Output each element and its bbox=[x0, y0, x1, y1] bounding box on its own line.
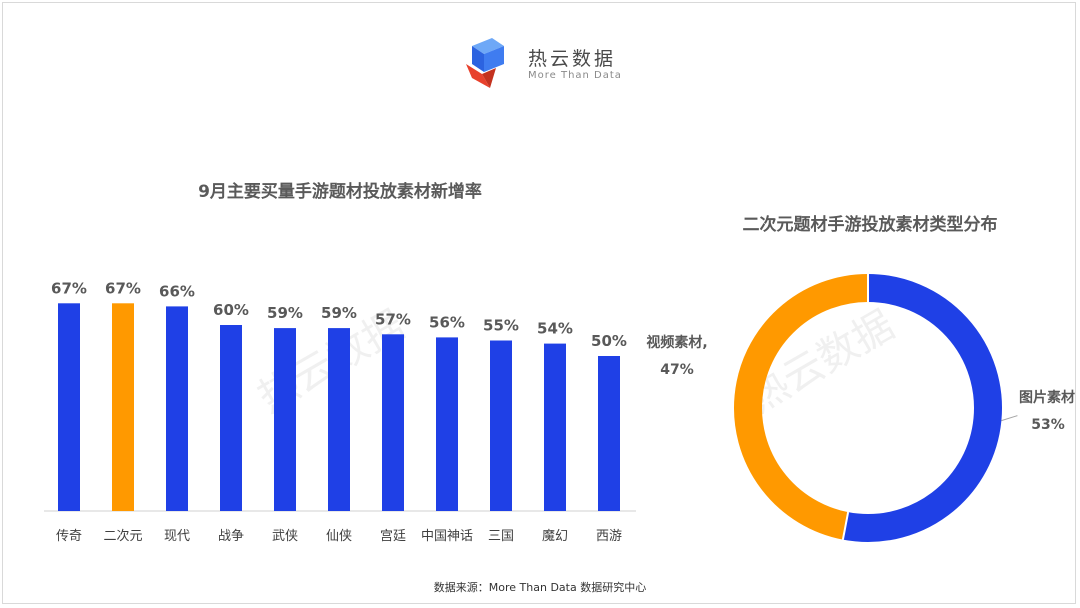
donut-slice-0 bbox=[842, 274, 1002, 542]
bar-9 bbox=[544, 343, 566, 511]
donut-pct-label-1: 47% bbox=[660, 362, 694, 378]
bar-value-label-1: 67% bbox=[105, 279, 141, 297]
x-tick-label-10: 西游 bbox=[596, 529, 622, 544]
bar-value-label-2: 66% bbox=[159, 282, 195, 300]
donut-chart-title: 二次元题材手游投放素材类型分布 bbox=[742, 215, 998, 235]
donut-slice-1 bbox=[734, 274, 869, 540]
bar-value-label-4: 59% bbox=[267, 304, 303, 322]
x-tick-label-8: 三国 bbox=[488, 529, 514, 544]
bar-chart-title: 9月主要买量手游题材投放素材新增率 bbox=[198, 182, 482, 202]
x-tick-label-3: 战争 bbox=[218, 529, 244, 544]
bar-0 bbox=[58, 303, 80, 511]
bar-value-label-8: 55% bbox=[483, 317, 519, 335]
bar-7 bbox=[436, 337, 458, 511]
x-tick-label-7: 中国神话 bbox=[421, 529, 473, 544]
brand-logo: 热云数据 More Than Data bbox=[462, 34, 662, 90]
bar-value-label-9: 54% bbox=[537, 320, 573, 338]
bar-5 bbox=[328, 328, 350, 511]
bar-8 bbox=[490, 340, 512, 511]
donut-label-0: 图片素材 bbox=[1019, 389, 1075, 406]
donut-leader-line-0 bbox=[1001, 415, 1018, 422]
x-tick-label-0: 传奇 bbox=[56, 528, 82, 544]
bar-value-label-7: 56% bbox=[429, 313, 465, 331]
bar-10 bbox=[598, 356, 620, 511]
bar-value-label-0: 67% bbox=[51, 279, 87, 297]
bar-3 bbox=[220, 325, 242, 511]
x-tick-label-9: 魔幻 bbox=[542, 529, 568, 544]
bar-2 bbox=[166, 306, 188, 511]
donut-pct-label-0: 53% bbox=[1031, 417, 1065, 433]
bar-value-label-3: 60% bbox=[213, 301, 249, 319]
bar-4 bbox=[274, 328, 296, 511]
x-tick-label-2: 现代 bbox=[164, 529, 190, 544]
bar-value-label-6: 57% bbox=[375, 310, 411, 328]
x-tick-label-4: 武侠 bbox=[272, 529, 298, 544]
x-tick-label-6: 宫廷 bbox=[380, 529, 406, 544]
cube-logo-icon bbox=[466, 38, 504, 88]
data-source-note: 数据来源：More Than Data 数据研究中心 bbox=[433, 581, 647, 594]
x-tick-label-5: 仙侠 bbox=[326, 529, 352, 544]
x-tick-label-1: 二次元 bbox=[103, 528, 142, 544]
bar-value-label-10: 50% bbox=[591, 332, 627, 350]
donut-label-1: 视频素材, bbox=[646, 334, 707, 351]
donut-separator-1 bbox=[841, 511, 850, 540]
logo-name: 热云数据 bbox=[528, 48, 617, 70]
bar-1 bbox=[112, 303, 134, 511]
bar-6 bbox=[382, 334, 404, 511]
bar-value-label-5: 59% bbox=[321, 304, 357, 322]
logo-tagline: More Than Data bbox=[528, 70, 622, 81]
